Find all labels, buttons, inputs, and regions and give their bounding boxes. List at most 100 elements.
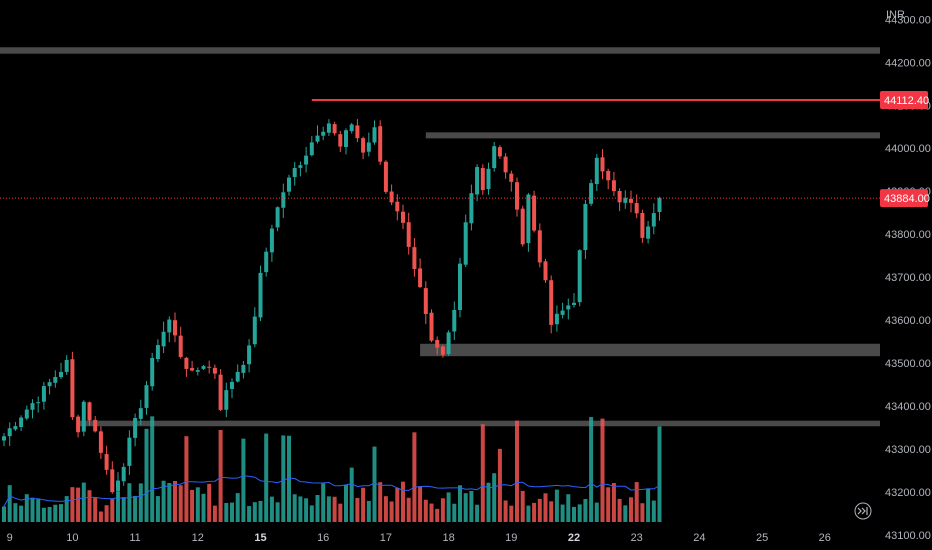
candle-body <box>144 385 149 408</box>
volume-bar <box>349 467 354 522</box>
candle-body <box>549 280 554 325</box>
candle-body <box>629 198 633 203</box>
candle-body <box>446 332 451 354</box>
candle-body <box>634 203 639 214</box>
candle-body <box>372 127 377 143</box>
candle-body <box>395 201 400 212</box>
price-tick-label: 43400.00 <box>885 401 931 413</box>
last-price-tag-text: 43884.00 <box>884 193 930 205</box>
date-tick-label: 23 <box>631 532 643 544</box>
volume-bar <box>480 424 485 522</box>
volume-bar <box>2 506 6 522</box>
candle-body <box>600 157 605 172</box>
volume-bar <box>30 497 35 522</box>
zone-band <box>0 47 880 54</box>
volume-bar <box>287 435 291 522</box>
volume-bar <box>36 499 41 522</box>
volume-bar <box>24 494 29 522</box>
time-axis[interactable]: 9 10 11 12 15 16 17 18 19 22 23 24 25 26 <box>7 532 831 544</box>
candle-body <box>338 134 343 147</box>
candle-body <box>252 316 257 345</box>
candle-body <box>440 346 445 355</box>
candle-body <box>458 263 462 311</box>
candle-body <box>133 417 138 438</box>
volume-bar <box>155 496 160 522</box>
volume-bar <box>264 433 269 522</box>
candle-body <box>623 197 628 203</box>
candle-body <box>640 212 645 238</box>
candle-body <box>594 157 599 185</box>
volume-bar <box>383 496 388 522</box>
candle-body <box>315 135 320 142</box>
candle-body <box>30 403 35 410</box>
zone-band <box>78 420 881 427</box>
candle-body <box>138 408 143 419</box>
zone-band <box>420 343 880 357</box>
candle-body <box>577 250 582 303</box>
candle-body <box>646 226 651 239</box>
volume-bar <box>292 494 297 522</box>
volume-bar <box>611 483 616 522</box>
volume-bar <box>401 481 405 522</box>
candle-body <box>241 364 246 373</box>
volume-bar <box>230 502 234 522</box>
candle-body <box>184 357 189 369</box>
candle-body <box>326 123 331 133</box>
volume-bar <box>657 426 662 522</box>
candle-body <box>418 268 423 288</box>
candle-body <box>264 251 269 273</box>
candle-body <box>235 371 240 382</box>
volume-bar <box>572 506 576 522</box>
volume-bar <box>646 488 651 522</box>
volume-bar <box>304 498 309 522</box>
candle-body <box>98 431 103 453</box>
price-tick-label: 43100.00 <box>885 530 931 542</box>
volume-bar <box>549 501 554 522</box>
candle-body <box>617 190 622 203</box>
price-tick-label: 43500.00 <box>885 358 931 370</box>
candle-body <box>178 335 183 357</box>
volume-bar <box>235 493 240 522</box>
volume-bar <box>560 504 565 522</box>
volume-moving-average-line <box>3 475 660 507</box>
candle-body <box>230 381 234 389</box>
candle-body <box>503 156 508 173</box>
scroll-to-realtime-button[interactable] <box>854 502 872 520</box>
volume-bar <box>361 487 366 522</box>
candle-body <box>24 409 29 419</box>
volume-bar <box>76 487 81 522</box>
candle-body <box>195 370 200 372</box>
candle-body <box>355 125 360 139</box>
last-price-tag <box>880 189 928 208</box>
price-tags: 44112.40 43884.00 <box>880 90 930 208</box>
candle-body <box>486 168 491 190</box>
candle-body <box>201 366 206 369</box>
date-tick-label: 11 <box>129 532 140 544</box>
volume-bar <box>509 505 514 522</box>
candle-body <box>269 228 274 253</box>
volume-bar <box>634 482 639 522</box>
candle-body <box>423 288 428 314</box>
volume-bar <box>127 483 132 522</box>
volume-bar <box>338 503 343 522</box>
candle-body <box>344 130 348 148</box>
volume-bar <box>241 438 246 522</box>
candle-body <box>429 312 434 341</box>
volume-bar <box>269 496 274 522</box>
price-tick-label: 43800.00 <box>885 229 931 241</box>
date-tick-label: 9 <box>7 532 13 544</box>
volume-bar <box>355 497 360 522</box>
volume-bar <box>520 490 525 522</box>
volume-bar <box>7 485 12 522</box>
candle-body <box>173 320 177 336</box>
volume-bar <box>492 473 497 522</box>
candle-body <box>406 222 411 247</box>
candle-body <box>361 138 366 153</box>
time-axis-background <box>0 524 880 550</box>
candle-body <box>435 339 440 348</box>
candle-body <box>566 305 571 310</box>
volume-bar <box>469 490 474 522</box>
candle-body <box>36 402 41 404</box>
resistance-price-tag <box>880 90 928 109</box>
